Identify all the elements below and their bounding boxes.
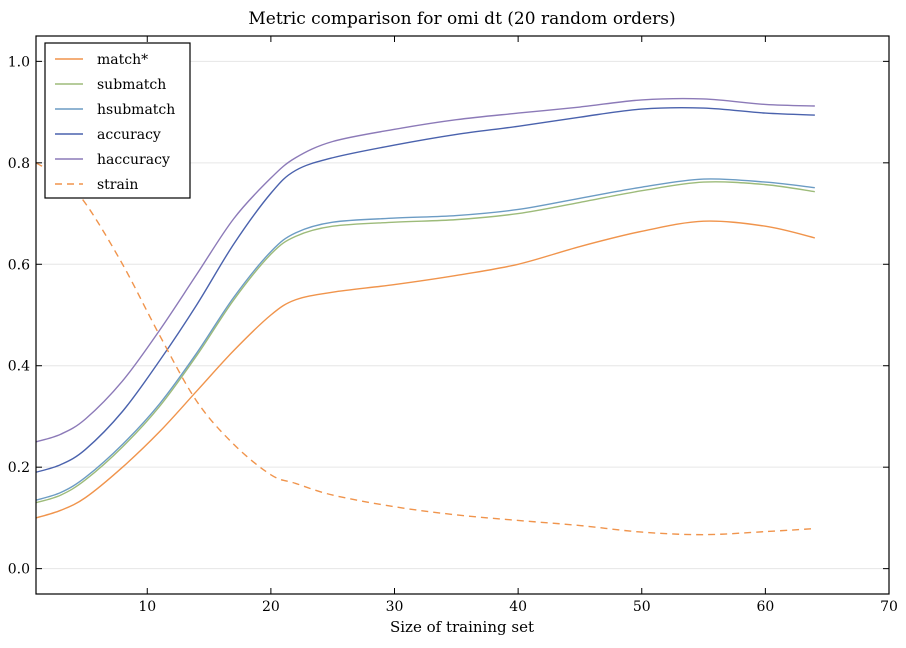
series-line-hsubmatch: [36, 178, 815, 501]
tick-layer: 0.0 0.2 0.4 0.6 0.8 1.0 10 20 30 40 50 60 70: [8, 36, 898, 615]
plot-frame: [35, 35, 890, 595]
x-tick-label: 30: [386, 599, 404, 615]
legend-label: hsubmatch: [97, 102, 175, 118]
legend-label: submatch: [97, 77, 166, 93]
legend-label: haccuracy: [97, 152, 170, 168]
y-tick-label: 0.8: [8, 156, 30, 172]
series-layer: [36, 97, 815, 536]
x-axis-label: Size of training set: [390, 618, 534, 636]
x-tick-label: 50: [633, 599, 651, 615]
x-tick-label: 40: [509, 599, 527, 615]
legend: match* submatch hsubmatch accuracy haccuracy…: [44, 42, 191, 199]
series-line-strain: [36, 162, 815, 536]
legend-entries: match* submatch hsubmatch accuracy haccuracy…: [55, 52, 175, 193]
series-line-accuracy: [36, 106, 815, 473]
x-tick-label: 70: [880, 599, 898, 615]
legend-box: [44, 42, 191, 199]
series-line-haccuracy: [36, 97, 815, 443]
legend-label: accuracy: [97, 127, 161, 143]
grid-layer: [36, 60, 889, 570]
y-tick-label: 0.4: [8, 359, 30, 375]
y-tick-label: 0.6: [8, 257, 30, 273]
series-line-match: [36, 220, 815, 519]
chart-title: Metric comparison for omi dt (20 random …: [248, 9, 675, 29]
x-tick-label: 60: [756, 599, 774, 615]
series-line-submatch: [36, 181, 815, 504]
x-tick-label: 10: [138, 599, 156, 615]
legend-label: strain: [97, 177, 138, 193]
x-tick-label: 20: [262, 599, 280, 615]
y-tick-label: 1.0: [8, 54, 30, 70]
y-tick-label: 0.0: [8, 562, 30, 578]
legend-label: match*: [97, 52, 148, 68]
y-tick-label: 0.2: [8, 460, 30, 476]
